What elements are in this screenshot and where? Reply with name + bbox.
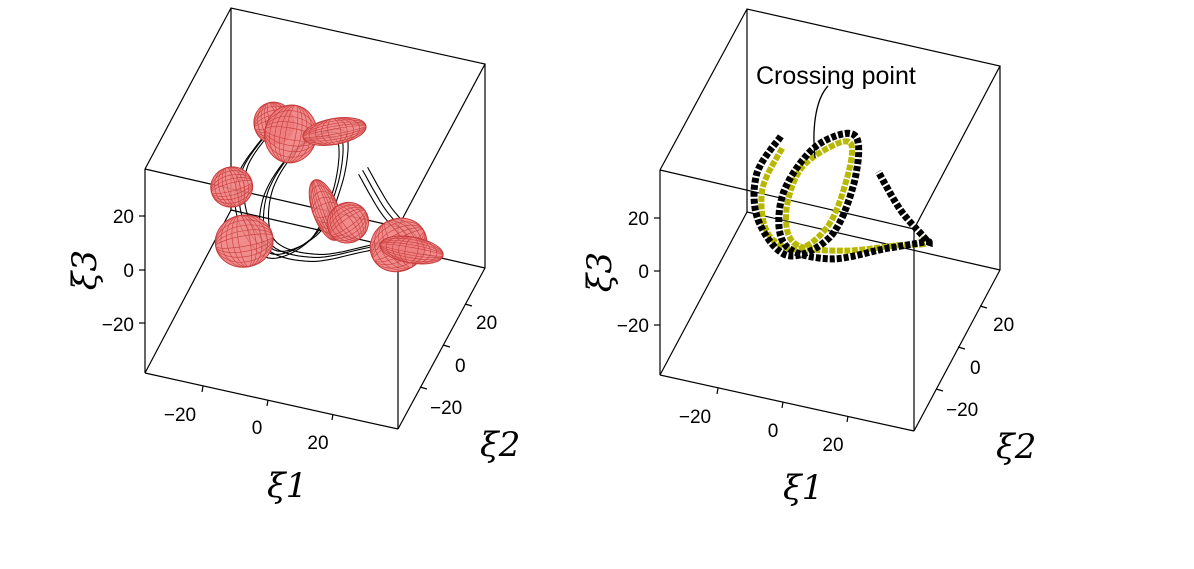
annotation-leader-line [813, 85, 829, 159]
uncertainty-ellipsoid [326, 201, 370, 244]
uncertainty-ellipsoid [379, 235, 444, 265]
x-ticks-right: −20 0 20 [679, 387, 849, 456]
y-tick-label: 0 [970, 358, 981, 379]
y-tick-label: 20 [993, 315, 1014, 336]
uncertainty-ellipsoid [264, 104, 318, 164]
crossing-point-annotation: Crossing point [756, 62, 916, 90]
trajectory-yellow [758, 138, 929, 254]
axes-box-right [659, 8, 1001, 432]
box-top-face [659, 8, 1001, 230]
y-ticks-right: −20 0 20 [935, 305, 1014, 421]
uncertainty-ellipsoid [210, 166, 254, 208]
x-axis-label: ξ1 [267, 466, 307, 506]
x-tick-label: −20 [679, 407, 711, 428]
x-tick-label: 0 [252, 418, 263, 439]
x-tick-label: 20 [307, 433, 328, 454]
z-ticks-left: 20 0 −20 [102, 207, 145, 336]
y-axis-label: ξ2 [480, 425, 520, 465]
z-tick-label: 0 [123, 261, 134, 282]
x-tick-label: 20 [822, 435, 843, 456]
box-edge-floor-back [746, 211, 1001, 271]
uncertainty-ellipsoid [302, 117, 367, 146]
uncertainty-ellipsoid [214, 214, 274, 268]
y-tick-label: −20 [430, 398, 462, 419]
z-tick-label: 20 [628, 209, 649, 230]
y-ticks-left: −20 0 20 [419, 303, 497, 419]
z-tick-label: 0 [638, 262, 649, 283]
z-ticks-right: 20 0 −20 [617, 209, 660, 337]
panel-left: 20 0 −20 −20 0 20 −20 0 20 ξ1 ξ2 [65, 7, 520, 506]
x-tick-label: −20 [164, 405, 196, 426]
z-tick-label: −20 [617, 316, 649, 337]
right-data-layer [750, 129, 933, 263]
z-tick-label: 20 [113, 207, 134, 228]
x-ticks-left: −20 0 20 [164, 385, 334, 454]
trajectory-black [750, 129, 933, 263]
y-axis-label: ξ2 [996, 427, 1036, 467]
left-data-layer [210, 101, 444, 273]
z-axis-label: ξ3 [580, 252, 620, 292]
x-axis-label: ξ1 [783, 468, 823, 508]
z-tick-label: −20 [102, 315, 134, 336]
box-edge-bottom-front [659, 374, 915, 432]
box-edge-bottom-front [144, 372, 399, 430]
y-tick-label: 20 [476, 313, 497, 334]
box-edge-bottom-right [397, 267, 486, 430]
x-tick-label: 0 [768, 421, 779, 442]
box-edge-bottom-right [913, 269, 1001, 432]
z-axis-label: ξ3 [65, 250, 105, 290]
panel-right: Crossing point 20 0 −20 −20 0 20 [580, 8, 1036, 508]
box-edge-floor-left [659, 211, 748, 376]
y-tick-label: 0 [455, 356, 466, 377]
y-tick-label: −20 [946, 400, 978, 421]
